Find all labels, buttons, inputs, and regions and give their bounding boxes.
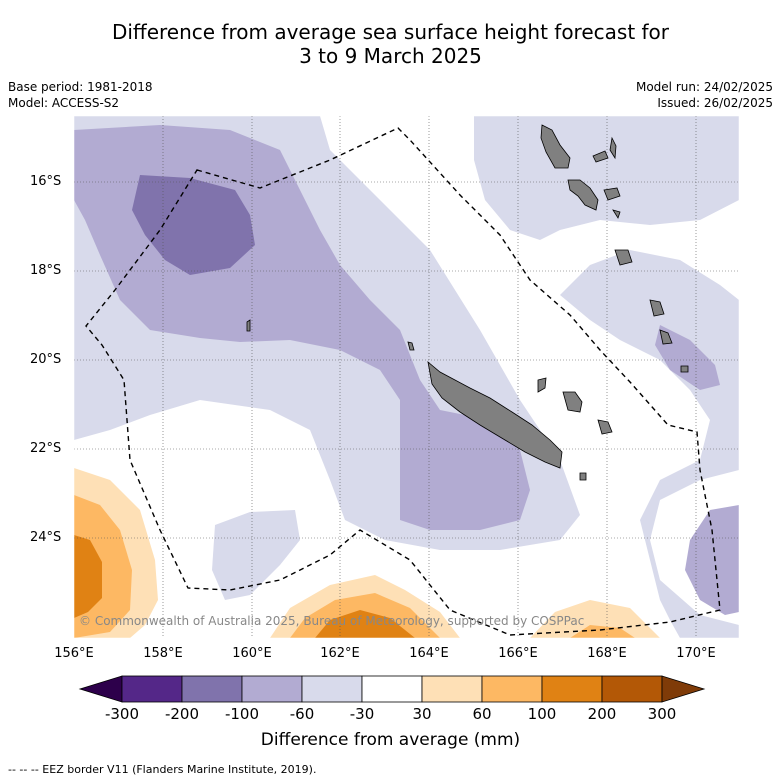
lat-label-20s: 20°S [30, 352, 62, 367]
colorbar-tick-neg100: -100 [224, 705, 260, 723]
eez-border [85, 127, 721, 636]
colorbar-swatch-pos60 [481, 675, 543, 703]
contour-pos30-southeast [530, 600, 660, 638]
loyalty-island-1 [537, 377, 547, 393]
loyalty-island-2 [562, 391, 583, 413]
vanuatu-island-1 [540, 124, 571, 169]
islet-2 [579, 472, 587, 481]
colorbar-swatch-neg200 [181, 675, 243, 703]
gridlines [74, 116, 739, 638]
vanuatu-island-7 [614, 249, 633, 266]
colorbar-swatch-pos30 [421, 675, 483, 703]
contour-neg30-south-patch [212, 510, 300, 600]
colorbar-extend-low [78, 675, 123, 703]
colorbar-swatch-neg100 [241, 675, 303, 703]
land-masses [246, 124, 689, 481]
colorbar-tick-pos30: 30 [412, 705, 432, 723]
lat-label-22s: 22°S [30, 441, 62, 456]
lon-label-162e: 162°E [320, 646, 360, 661]
loyalty-island-3 [597, 419, 613, 435]
colorbar-tick-pos60: 60 [472, 705, 492, 723]
colorbar-swatch-pos100 [541, 675, 603, 703]
vanuatu-island-5 [603, 187, 621, 201]
colorbar-swatch-neg300 [121, 675, 183, 703]
colorbar-tick-neg200: -200 [164, 705, 200, 723]
map-frame [73, 115, 740, 639]
lon-label-158e: 158°E [143, 646, 183, 661]
map-title-line1: Difference from average sea surface heig… [111, 20, 670, 44]
colorbar-tick-neg60: -60 [289, 705, 315, 723]
copyright-notice: © Commonwealth of Australia 2025, Bureau… [79, 614, 585, 628]
vanuatu-island-3 [609, 136, 617, 160]
lon-label-168e: 168°E [587, 646, 627, 661]
map-area [74, 116, 739, 638]
lat-label-18s: 18°S [30, 263, 62, 278]
base-period-label: Base period: 1981-2018 [8, 80, 153, 94]
model-label: Model: ACCESS-S2 [8, 96, 120, 110]
contour-neg30-northeast [474, 116, 739, 240]
islet-1 [407, 341, 415, 351]
contour-pos100-southwest [74, 535, 102, 618]
lat-label-24s: 24°S [30, 530, 62, 545]
colorbar [78, 675, 706, 703]
colorbar-swatch-pos200 [601, 675, 663, 703]
lon-label-164e: 164°E [409, 646, 449, 661]
lon-label-170e: 170°E [676, 646, 716, 661]
colorbar-swatch-neg60 [301, 675, 363, 703]
colorbar-title: Difference from average (mm) [260, 730, 521, 750]
colorbar-tick-pos100: 100 [527, 705, 557, 723]
vanuatu-island-4 [567, 179, 599, 211]
chesterfield-island [246, 319, 251, 332]
colorbar-tick-neg300: -300 [104, 705, 140, 723]
map-title-line2: 3 to 9 March 2025 [299, 44, 482, 68]
model-run-label: Model run: 24/02/2025 [635, 80, 773, 94]
lat-label-16s: 16°S [30, 174, 62, 189]
vanuatu-island-6 [612, 209, 621, 219]
new-caledonia-land [427, 360, 563, 469]
meta-left: Base period: 1981-2018 Model: ACCESS-S2 [8, 79, 153, 111]
lon-label-156e: 156°E [54, 646, 94, 661]
colorbar-swatch-neg30 [361, 675, 423, 703]
colorbar-tick-pos300: 300 [647, 705, 677, 723]
loyalty-island-4 [649, 299, 665, 317]
contour-neg60-southeast [685, 505, 739, 615]
issued-label: Issued: 26/02/2025 [657, 96, 773, 110]
colorbar-tick-neg30: -30 [349, 705, 375, 723]
loyalty-island-6 [680, 365, 689, 373]
vanuatu-island-2 [592, 150, 609, 163]
lon-label-166e: 166°E [498, 646, 538, 661]
colorbar-extend-high [661, 675, 706, 703]
eez-border-legend: -- -- -- EEZ border V11 (Flanders Marine… [8, 763, 317, 776]
loyalty-island-5 [659, 329, 673, 345]
meta-right: Model run: 24/02/2025 Issued: 26/02/2025 [636, 79, 773, 111]
colorbar-tick-pos200: 200 [587, 705, 617, 723]
lon-label-160e: 160°E [232, 646, 272, 661]
